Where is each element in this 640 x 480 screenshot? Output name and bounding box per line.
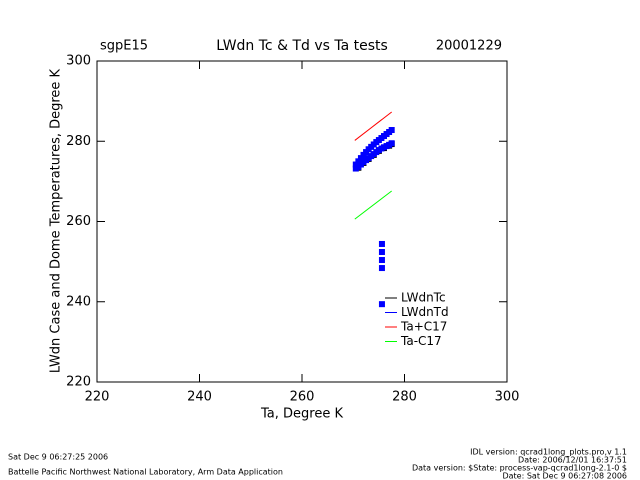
x-tick-label: 260	[290, 390, 315, 405]
y-tick-label: 260	[66, 214, 91, 229]
y-tick-label: 220	[66, 375, 91, 390]
footer-text: IDL version: qcrad1long_plots.pro,v 1.1	[470, 448, 627, 457]
date-label: 20001229	[436, 39, 502, 54]
series-line	[354, 111, 392, 141]
y-tick-label: 280	[66, 134, 91, 149]
data-point	[378, 257, 385, 264]
site-label: sgpE15	[100, 39, 148, 54]
data-point	[378, 240, 385, 247]
x-tick-label: 240	[187, 390, 212, 405]
data-point	[352, 161, 359, 168]
legend-label: Ta+C17	[400, 320, 447, 334]
y-tick-label: 240	[66, 294, 91, 309]
x-tick-label: 280	[392, 390, 417, 405]
footer-text: Date: Sat Dec 9 06:27:08 2006	[502, 472, 627, 480]
data-point	[378, 265, 385, 272]
y-axis-label: LWdn Case and Dome Temperatures, Degree …	[49, 68, 64, 373]
series-line	[354, 190, 392, 220]
footer-text: Sat Dec 9 06:27:25 2006	[8, 453, 108, 462]
footer-text: Date: 2006/12/01 16:37:51	[518, 456, 627, 465]
data-point	[388, 140, 395, 147]
footer-text: Battelle Pacific Northwest National Labo…	[8, 468, 283, 477]
legend-label: LWdnTc	[401, 291, 446, 305]
x-axis-label: Ta, Degree K	[260, 407, 343, 422]
footer-text: Data version: $State: process-vap-qcrad1…	[412, 464, 627, 473]
data-point	[378, 301, 385, 308]
x-tick-label: 300	[495, 390, 520, 405]
legend-label: Ta-C17	[400, 334, 442, 348]
y-tick-label: 300	[66, 54, 91, 69]
data-point	[357, 155, 364, 162]
chart-title: LWdn Tc & Td vs Ta tests	[216, 38, 388, 54]
legend-label: LWdnTd	[401, 305, 449, 319]
data-point	[355, 158, 362, 165]
data-point	[378, 248, 385, 255]
data-point	[388, 127, 395, 134]
x-tick-label: 220	[85, 390, 110, 405]
